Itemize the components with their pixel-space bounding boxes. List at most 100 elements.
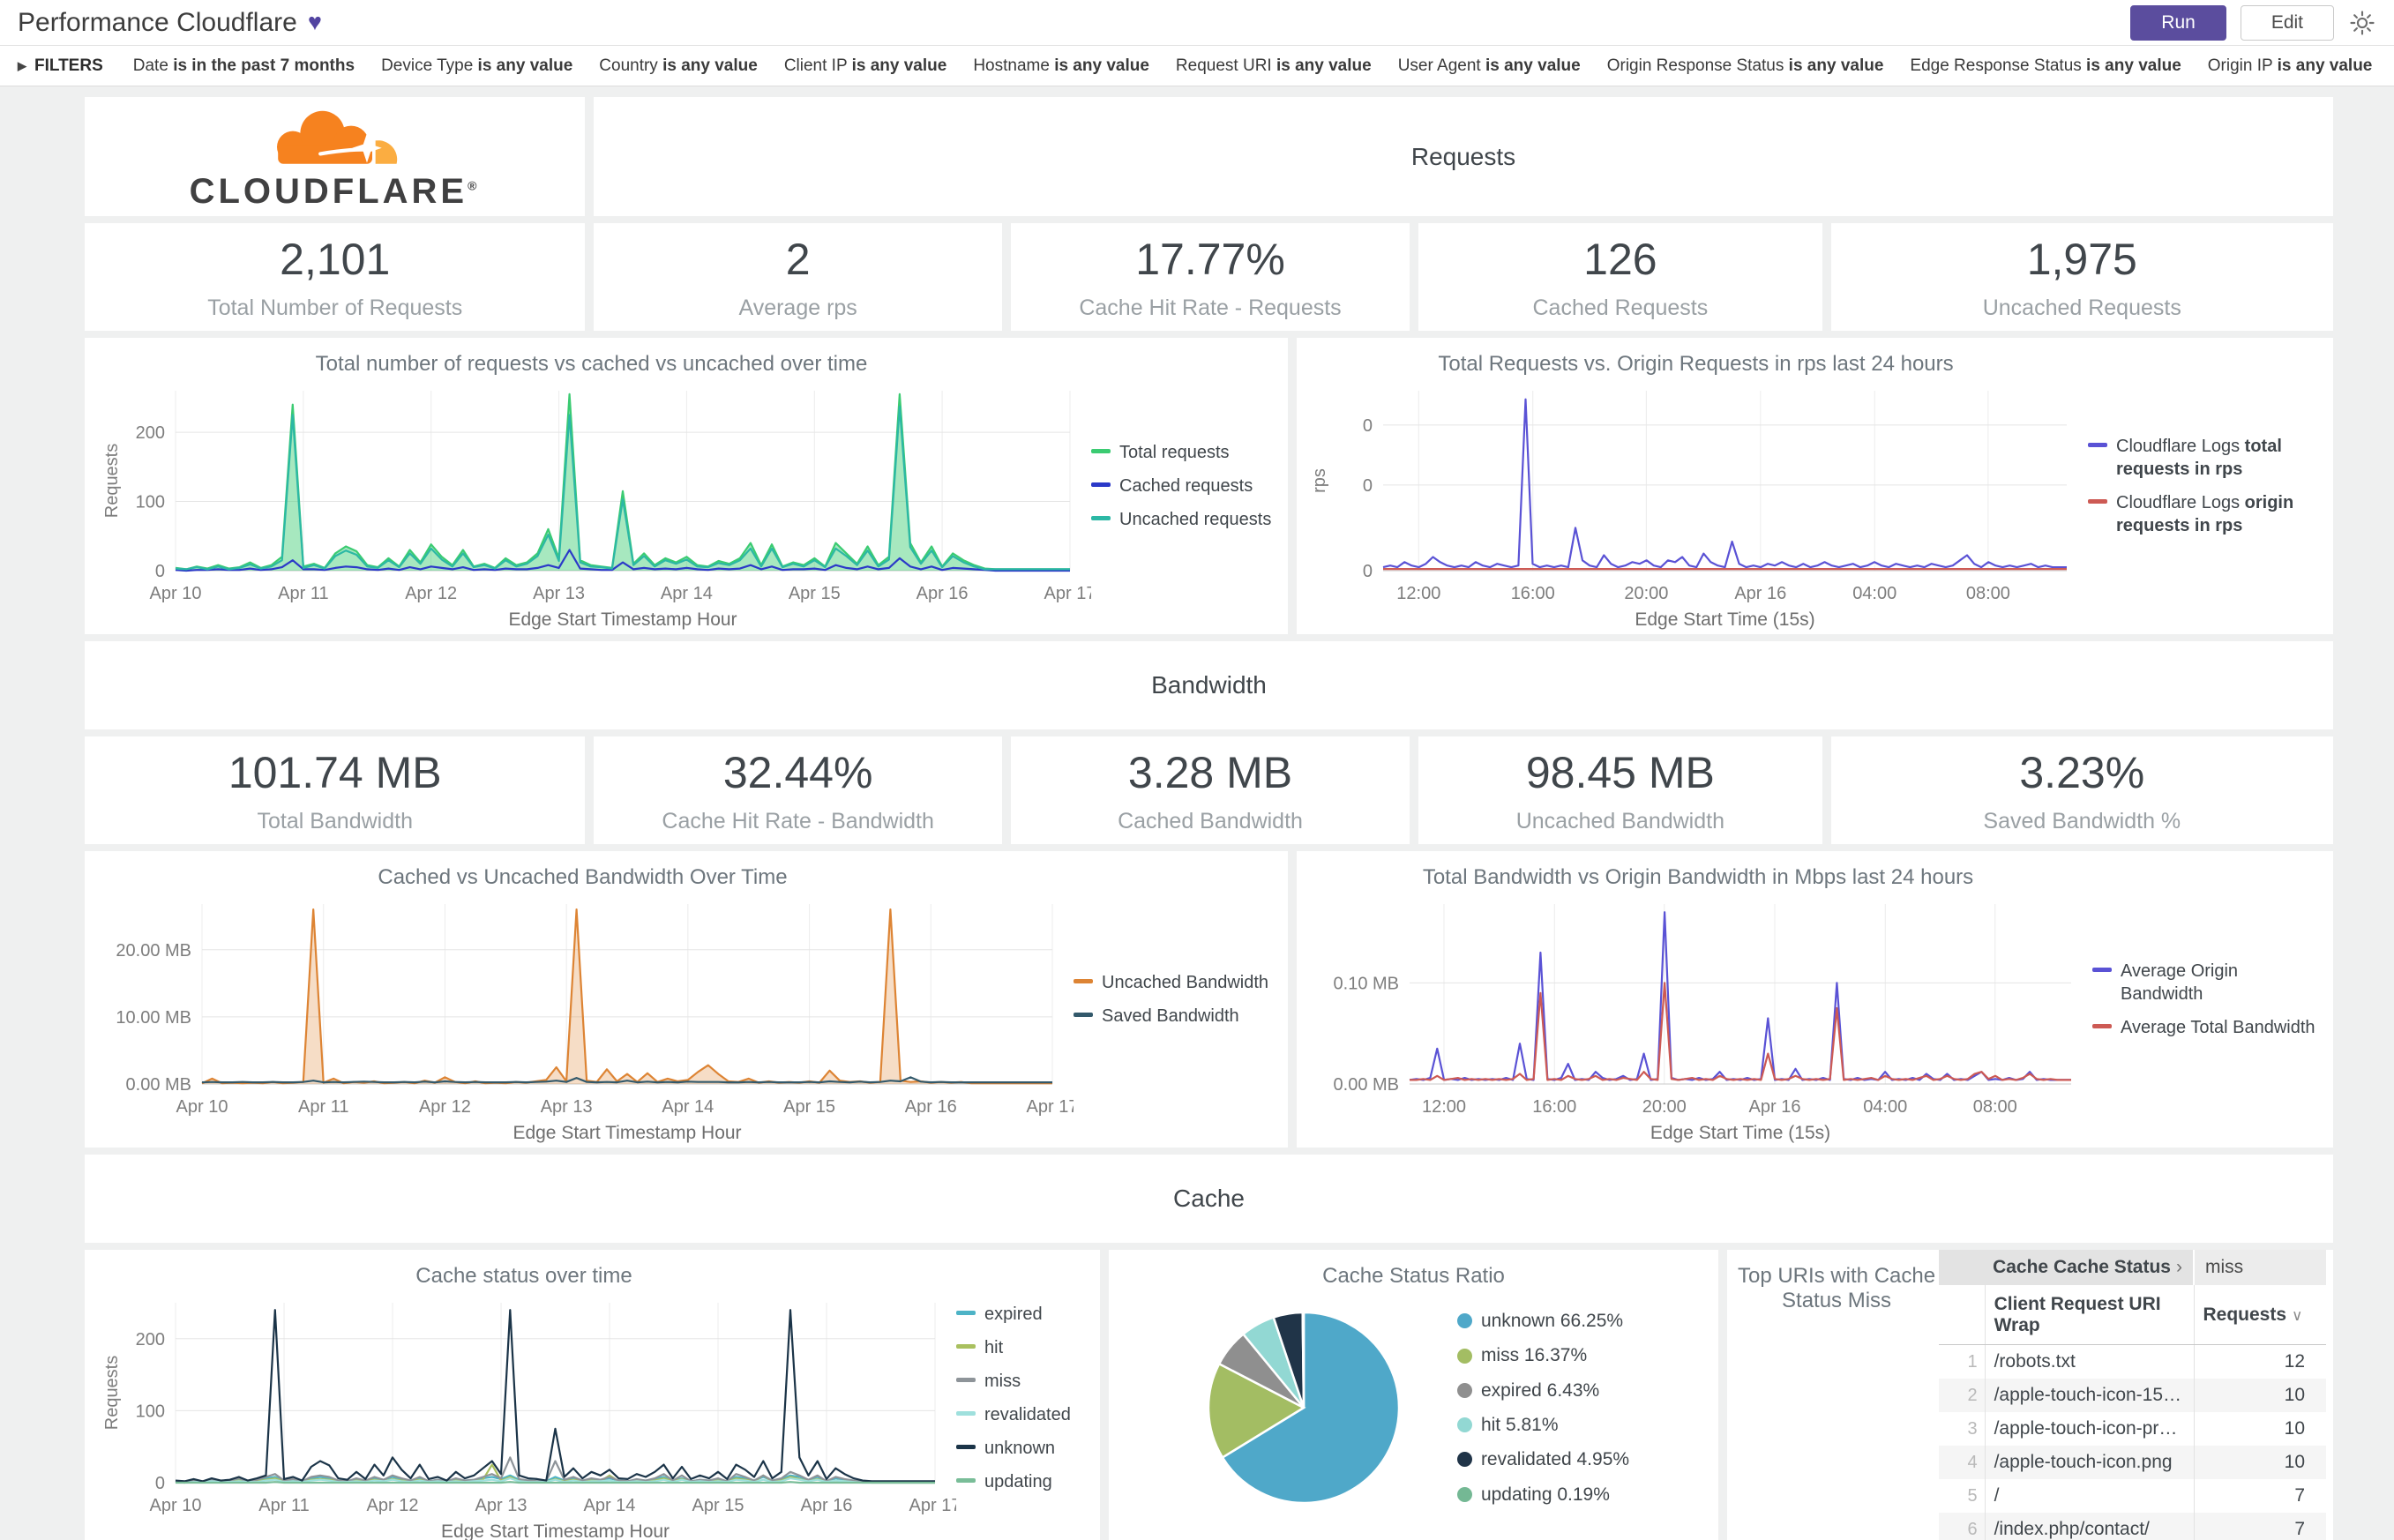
svg-text:Apr 16: Apr 16	[905, 1097, 957, 1117]
legend-item[interactable]: Average Origin Bandwidth	[2092, 960, 2323, 1005]
kpi-tile[interactable]: 2,101 Total Number of Requests	[85, 223, 586, 331]
filter-item[interactable]: Hostname is any value	[973, 56, 1149, 75]
requests-cell[interactable]: 7	[2193, 1513, 2326, 1540]
table-row[interactable]: 6/index.php/contact/7	[1939, 1513, 2326, 1540]
run-button[interactable]: Run	[2130, 4, 2226, 41]
kpi-tile[interactable]: 2 Average rps	[594, 223, 1002, 331]
kpi-tile[interactable]: 17.77% Cache Hit Rate - Requests	[1010, 223, 1410, 331]
legend-item[interactable]: expired	[956, 1303, 1089, 1326]
requests-cell[interactable]: 10	[2193, 1412, 2326, 1447]
legend-item[interactable]: Cached requests	[1091, 475, 1277, 497]
uri-cell[interactable]: /	[1994, 1485, 2000, 1506]
edit-button[interactable]: Edit	[2240, 4, 2334, 41]
chart-plot-area[interactable]: 12:00 16:00 20:00 Apr 16 04:00 08:00 0.00 MB 0.…	[1304, 892, 2092, 1152]
pivot-label-cell[interactable]: Cache Cache Status ›	[1939, 1250, 2194, 1286]
kpi-value: 17.77%	[1135, 234, 1285, 284]
svg-text:Apr 17: Apr 17	[909, 1496, 956, 1515]
legend-item[interactable]: Cloudflare Logs total requests in rps	[2088, 435, 2323, 481]
legend-item[interactable]: Uncached requests	[1091, 508, 1277, 531]
svg-text:Apr 12: Apr 12	[367, 1496, 419, 1515]
legend-item[interactable]: Cloudflare Logs origin requests in rps	[2088, 491, 2323, 537]
legend-label: updating 0.19%	[1480, 1484, 1610, 1505]
uri-cell[interactable]: /apple-touch-icon.png	[1985, 1446, 2194, 1480]
settings-gear-icon[interactable]	[2348, 9, 2376, 37]
chart-bandwidth-over-time: Cached vs Uncached Bandwidth Over Time Ap…	[85, 851, 1288, 1148]
uri-column-header[interactable]: Client Request URI Wrap	[1985, 1285, 2194, 1346]
legend-swatch	[1456, 1486, 1472, 1502]
kpi-tile[interactable]: 3.23% Saved Bandwidth %	[1830, 736, 2333, 844]
filter-item[interactable]: User Agent is any value	[1397, 56, 1581, 75]
svg-text:0: 0	[155, 1474, 165, 1493]
legend-item[interactable]: updating	[956, 1470, 1089, 1493]
row-number: 1	[1939, 1344, 1986, 1379]
kpi-label: Uncached Bandwidth	[1515, 808, 1724, 834]
legend-item[interactable]: hit	[956, 1336, 1089, 1359]
chart-plot-area[interactable]: Apr 10 Apr 11 Apr 12 Apr 13 Apr 14 Apr 15 Apr …	[92, 378, 1096, 639]
filter-item[interactable]: Edge Response Status is any value	[1910, 56, 2181, 75]
table-row[interactable]: 5 / 7	[1939, 1479, 2326, 1514]
chart-bandwidth-24h: Total Bandwidth vs Origin Bandwidth in M…	[1297, 851, 2333, 1148]
svg-text:Apr 14: Apr 14	[584, 1496, 636, 1515]
legend-item[interactable]: miss	[956, 1370, 1089, 1393]
pivot-value-cell[interactable]: miss	[2193, 1250, 2326, 1286]
legend-item[interactable]: miss 16.37%	[1456, 1343, 1629, 1367]
cloudflare-wordmark: CLOUDFLARE®	[189, 172, 481, 211]
requests-charts-row: Total number of requests vs cached vs un…	[85, 338, 2333, 634]
legend-item[interactable]: revalidated 4.95%	[1456, 1447, 1629, 1471]
legend-item[interactable]: Uncached Bandwidth	[1074, 971, 1277, 994]
kpi-tile[interactable]: 1,975 Uncached Requests	[1830, 223, 2333, 331]
chart-plot-area[interactable]: 12:00 16:00 20:00 Apr 16 04:00 08:00 0 0 0 rps Edg…	[1304, 378, 2088, 639]
legend-label: Cloudflare Logs total requests in rps	[2116, 437, 2282, 479]
kpi-tile[interactable]: 98.45 MB Uncached Bandwidth	[1418, 736, 1822, 844]
legend-item[interactable]: unknown 66.25%	[1456, 1309, 1629, 1333]
filter-item[interactable]: Origin Response Status is any value	[1606, 56, 1884, 75]
legend-item[interactable]: updating 0.19%	[1456, 1483, 1629, 1506]
kpi-tile[interactable]: 101.74 MB Total Bandwidth	[85, 736, 586, 844]
filter-item[interactable]: Date is in the past 7 months	[132, 56, 355, 75]
filter-item[interactable]: Country is any value	[599, 56, 758, 75]
table-title: Top URIs with Cache Status Miss	[1737, 1264, 1936, 1312]
svg-text:200: 200	[136, 1330, 165, 1349]
legend-item[interactable]: revalidated	[956, 1403, 1089, 1426]
legend-item[interactable]: Saved Bandwidth	[1074, 1005, 1277, 1028]
legend-item[interactable]: expired 6.43%	[1456, 1379, 1629, 1402]
filter-item[interactable]: Device Type is any value	[381, 56, 573, 75]
legend-item[interactable]: hit 5.81%	[1456, 1413, 1629, 1437]
uri-cell[interactable]: /apple-touch-icon-precomposed.png	[1994, 1418, 2194, 1439]
table-row[interactable]: 1/robots.txt 12	[1939, 1344, 2326, 1379]
kpi-value: 3.23%	[2019, 747, 2145, 797]
uri-cell[interactable]: /index.php/contact/	[1985, 1513, 2194, 1540]
filter-item[interactable]: Request URI is any value	[1175, 56, 1372, 75]
legend-item[interactable]: Average Total Bandwidth	[2092, 1016, 2323, 1039]
legend-item[interactable]: unknown	[956, 1437, 1089, 1460]
svg-text:Apr 12: Apr 12	[419, 1097, 471, 1117]
kpi-tile[interactable]: 3.28 MB Cached Bandwidth	[1010, 736, 1410, 844]
filter-item[interactable]: Client IP is any value	[783, 56, 947, 75]
cache-status-pie[interactable]	[1198, 1302, 1410, 1514]
kpi-label: Saved Bandwidth %	[1983, 808, 2181, 834]
pie-slice-miss[interactable]	[1207, 1362, 1306, 1460]
chart-plot-area[interactable]: Apr 10 Apr 11 Apr 12 Apr 13 Apr 14 Apr 15 Apr …	[92, 1290, 961, 1540]
requests-column-header[interactable]: Requests ∨	[2193, 1285, 2326, 1346]
pie-slice-unknown[interactable]	[1221, 1311, 1401, 1505]
requests-cell[interactable]: 10	[2193, 1379, 2326, 1413]
top-uris-table: Cache Cache Status › miss Client Request …	[1939, 1250, 2326, 1540]
filters-toggle[interactable]: ▶ FILTERS	[18, 56, 103, 76]
kpi-tile[interactable]: 126 Cached Requests	[1418, 223, 1822, 331]
requests-cell[interactable]: 7	[2193, 1479, 2326, 1514]
legend-swatch	[956, 1445, 976, 1449]
requests-cell[interactable]: 12	[2193, 1344, 2326, 1379]
pie-title: Cache Status Ratio	[1322, 1264, 1505, 1288]
table-row[interactable]: 4/apple-touch-icon.png 10	[1939, 1446, 2326, 1480]
requests-cell[interactable]: 10	[2193, 1446, 2326, 1480]
filter-item[interactable]: Origin IP is any value	[2207, 56, 2373, 75]
pie-slice-updating[interactable]	[1301, 1311, 1305, 1409]
kpi-tile[interactable]: 32.44% Cache Hit Rate - Bandwidth	[594, 736, 1002, 844]
legend-item[interactable]: Total requests	[1091, 441, 1277, 464]
svg-text:0: 0	[1363, 476, 1373, 496]
uri-cell[interactable]: /robots.txt	[1994, 1351, 2076, 1372]
chart-plot-area[interactable]: Apr 10 Apr 11 Apr 12 Apr 13 Apr 14 Apr 15 Apr …	[92, 892, 1078, 1152]
uri-cell[interactable]: /apple-touch-icon-152x152.png	[1985, 1379, 2194, 1413]
